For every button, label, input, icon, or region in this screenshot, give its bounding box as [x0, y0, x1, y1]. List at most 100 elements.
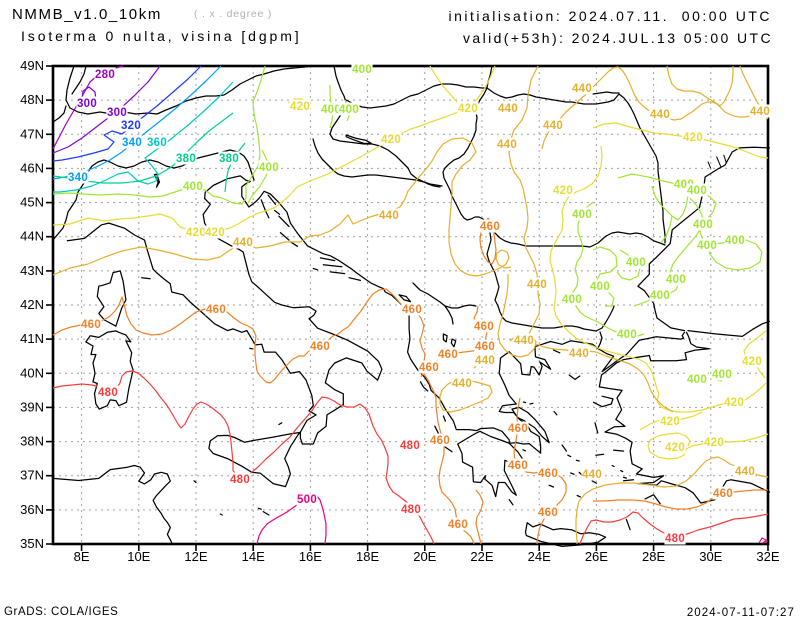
svg-text:460: 460: [713, 488, 733, 500]
svg-text:440: 440: [735, 466, 755, 478]
svg-text:460: 460: [402, 304, 422, 316]
svg-text:460: 460: [430, 435, 450, 447]
svg-text:440: 440: [379, 210, 399, 222]
svg-text:40N: 40N: [20, 365, 44, 380]
svg-text:400: 400: [572, 209, 592, 221]
svg-text:400: 400: [626, 257, 646, 269]
svg-text:valid(+53h): 2024.JUL.13 05:00: valid(+53h): 2024.JUL.13 05:00 UTC: [463, 30, 773, 46]
svg-text:420: 420: [458, 103, 478, 115]
svg-text:440: 440: [233, 237, 253, 249]
svg-text:420: 420: [660, 416, 680, 428]
svg-text:440: 440: [452, 378, 472, 390]
svg-text:400: 400: [617, 329, 637, 341]
svg-text:400: 400: [339, 104, 359, 116]
svg-text:420: 420: [724, 397, 744, 409]
svg-text:18E: 18E: [356, 549, 379, 564]
svg-text:460: 460: [206, 304, 226, 316]
svg-text:48N: 48N: [20, 92, 44, 107]
svg-text:49N: 49N: [20, 58, 44, 73]
svg-text:26E: 26E: [585, 549, 608, 564]
svg-text:2024-07-11-07:27: 2024-07-11-07:27: [687, 607, 795, 618]
svg-text:420: 420: [704, 437, 724, 449]
svg-text:480: 480: [230, 474, 250, 486]
svg-text:35N: 35N: [20, 536, 44, 551]
svg-text:400: 400: [712, 369, 732, 381]
svg-text:420: 420: [290, 101, 310, 113]
svg-text:440: 440: [572, 83, 592, 95]
svg-text:380: 380: [219, 153, 239, 165]
svg-text:400: 400: [259, 162, 279, 174]
svg-text:320: 320: [121, 120, 141, 132]
svg-text:8E: 8E: [74, 549, 90, 564]
svg-text:10E: 10E: [127, 549, 150, 564]
svg-text:460: 460: [448, 519, 468, 531]
svg-text:440: 440: [514, 335, 534, 347]
svg-text:12E: 12E: [184, 549, 207, 564]
svg-text:460: 460: [508, 423, 528, 435]
svg-text:300: 300: [77, 98, 97, 110]
svg-text:440: 440: [650, 109, 670, 121]
svg-text:440: 440: [543, 120, 563, 132]
svg-text:45N: 45N: [20, 195, 44, 210]
svg-text:420: 420: [553, 185, 573, 197]
svg-text:GrADS: COLA/IGES: GrADS: COLA/IGES: [4, 606, 118, 618]
svg-text:460: 460: [438, 349, 458, 361]
svg-text:480: 480: [98, 387, 118, 399]
svg-text:340: 340: [122, 137, 142, 149]
svg-text:46N: 46N: [20, 160, 44, 175]
svg-text:460: 460: [508, 460, 528, 472]
svg-text:36N: 36N: [20, 502, 44, 517]
svg-text:420: 420: [683, 132, 703, 144]
svg-text:initialisation: 2024.07.11. 0: initialisation: 2024.07.11. 00:00 UTC: [448, 8, 772, 24]
svg-text:340: 340: [68, 172, 88, 184]
svg-text:37N: 37N: [20, 468, 44, 483]
svg-text:41N: 41N: [20, 331, 44, 346]
svg-text:480: 480: [401, 504, 421, 516]
svg-text:NMMB_v1.0_10km: NMMB_v1.0_10km: [12, 6, 162, 23]
svg-text:440: 440: [475, 355, 495, 367]
svg-text:400: 400: [687, 374, 707, 386]
svg-text:460: 460: [538, 468, 558, 480]
svg-text:400: 400: [321, 104, 341, 116]
svg-text:400: 400: [693, 219, 713, 231]
svg-text:460: 460: [81, 319, 101, 331]
svg-text:400: 400: [697, 240, 717, 252]
svg-text:460: 460: [419, 362, 439, 374]
svg-text:32E: 32E: [756, 549, 779, 564]
svg-text:400: 400: [183, 181, 203, 193]
svg-text:380: 380: [176, 153, 196, 165]
svg-text:440: 440: [527, 279, 547, 291]
svg-text:47N: 47N: [20, 126, 44, 141]
svg-text:420: 420: [186, 227, 206, 239]
svg-text:460: 460: [538, 507, 558, 519]
svg-text:20E: 20E: [413, 549, 436, 564]
svg-text:16E: 16E: [299, 549, 322, 564]
svg-text:28E: 28E: [642, 549, 665, 564]
svg-text:400: 400: [687, 185, 707, 197]
svg-text:500: 500: [297, 494, 317, 506]
svg-text:480: 480: [665, 533, 685, 545]
svg-text:14E: 14E: [242, 549, 265, 564]
svg-text:38N: 38N: [20, 434, 44, 449]
svg-text:Isoterma 0 nulta, visina [dgpm: Isoterma 0 nulta, visina [dgpm]: [21, 28, 302, 44]
svg-text:280: 280: [95, 69, 115, 81]
svg-text:30E: 30E: [699, 549, 722, 564]
svg-text:400: 400: [562, 294, 582, 306]
svg-text:460: 460: [480, 221, 500, 233]
svg-text:400: 400: [666, 274, 686, 286]
svg-text:400: 400: [590, 281, 610, 293]
svg-text:400: 400: [352, 64, 372, 76]
svg-text:420: 420: [665, 442, 685, 454]
svg-text:440: 440: [498, 103, 518, 115]
svg-text:43N: 43N: [20, 263, 44, 278]
svg-text:300: 300: [107, 107, 127, 119]
svg-text:22E: 22E: [470, 549, 493, 564]
svg-text:24E: 24E: [528, 549, 551, 564]
svg-text:( . x . degree ): ( . x . degree ): [194, 8, 272, 20]
svg-text:400: 400: [650, 290, 670, 302]
svg-text:42N: 42N: [20, 297, 44, 312]
svg-text:480: 480: [400, 440, 420, 452]
svg-text:360: 360: [147, 137, 167, 149]
svg-text:44N: 44N: [20, 229, 44, 244]
svg-text:460: 460: [475, 341, 495, 353]
